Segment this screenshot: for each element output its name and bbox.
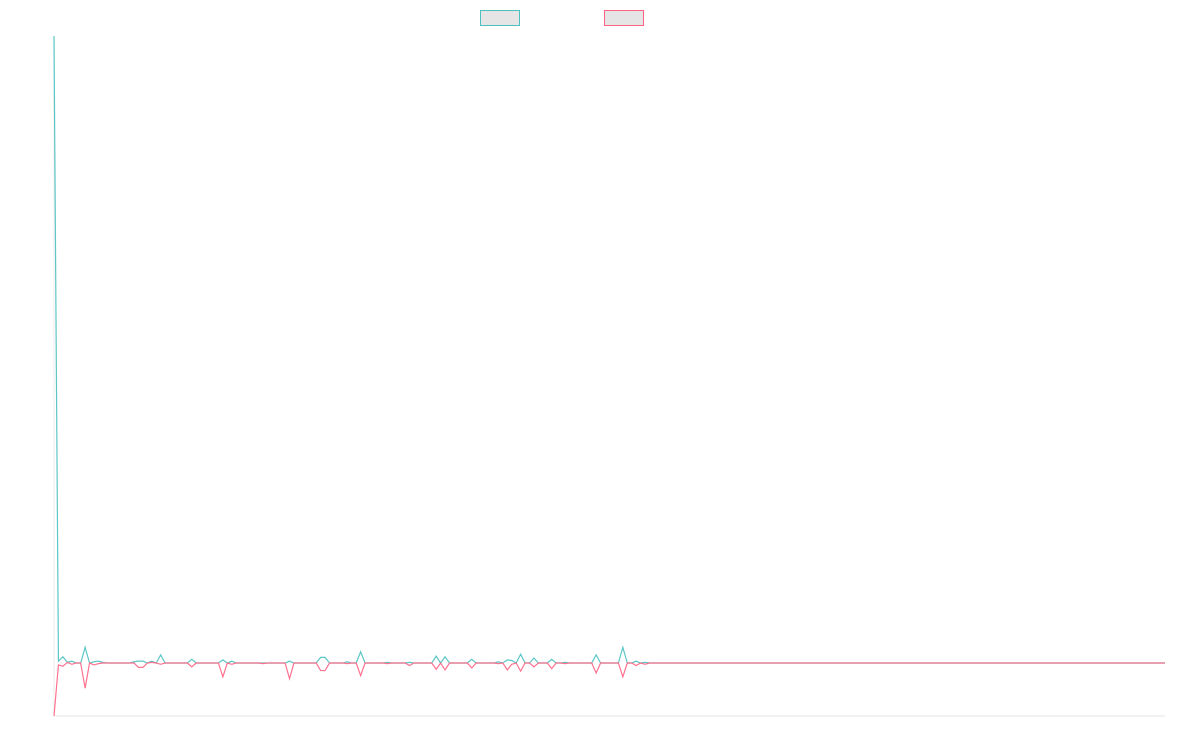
series-2 <box>53 661 1165 717</box>
series-2-line <box>53 661 1165 717</box>
series-1 <box>53 35 1165 665</box>
legend-swatch-series-2[interactable] <box>604 10 644 26</box>
legend-swatch-series-1[interactable] <box>480 10 520 26</box>
series-1-line <box>53 35 1165 665</box>
